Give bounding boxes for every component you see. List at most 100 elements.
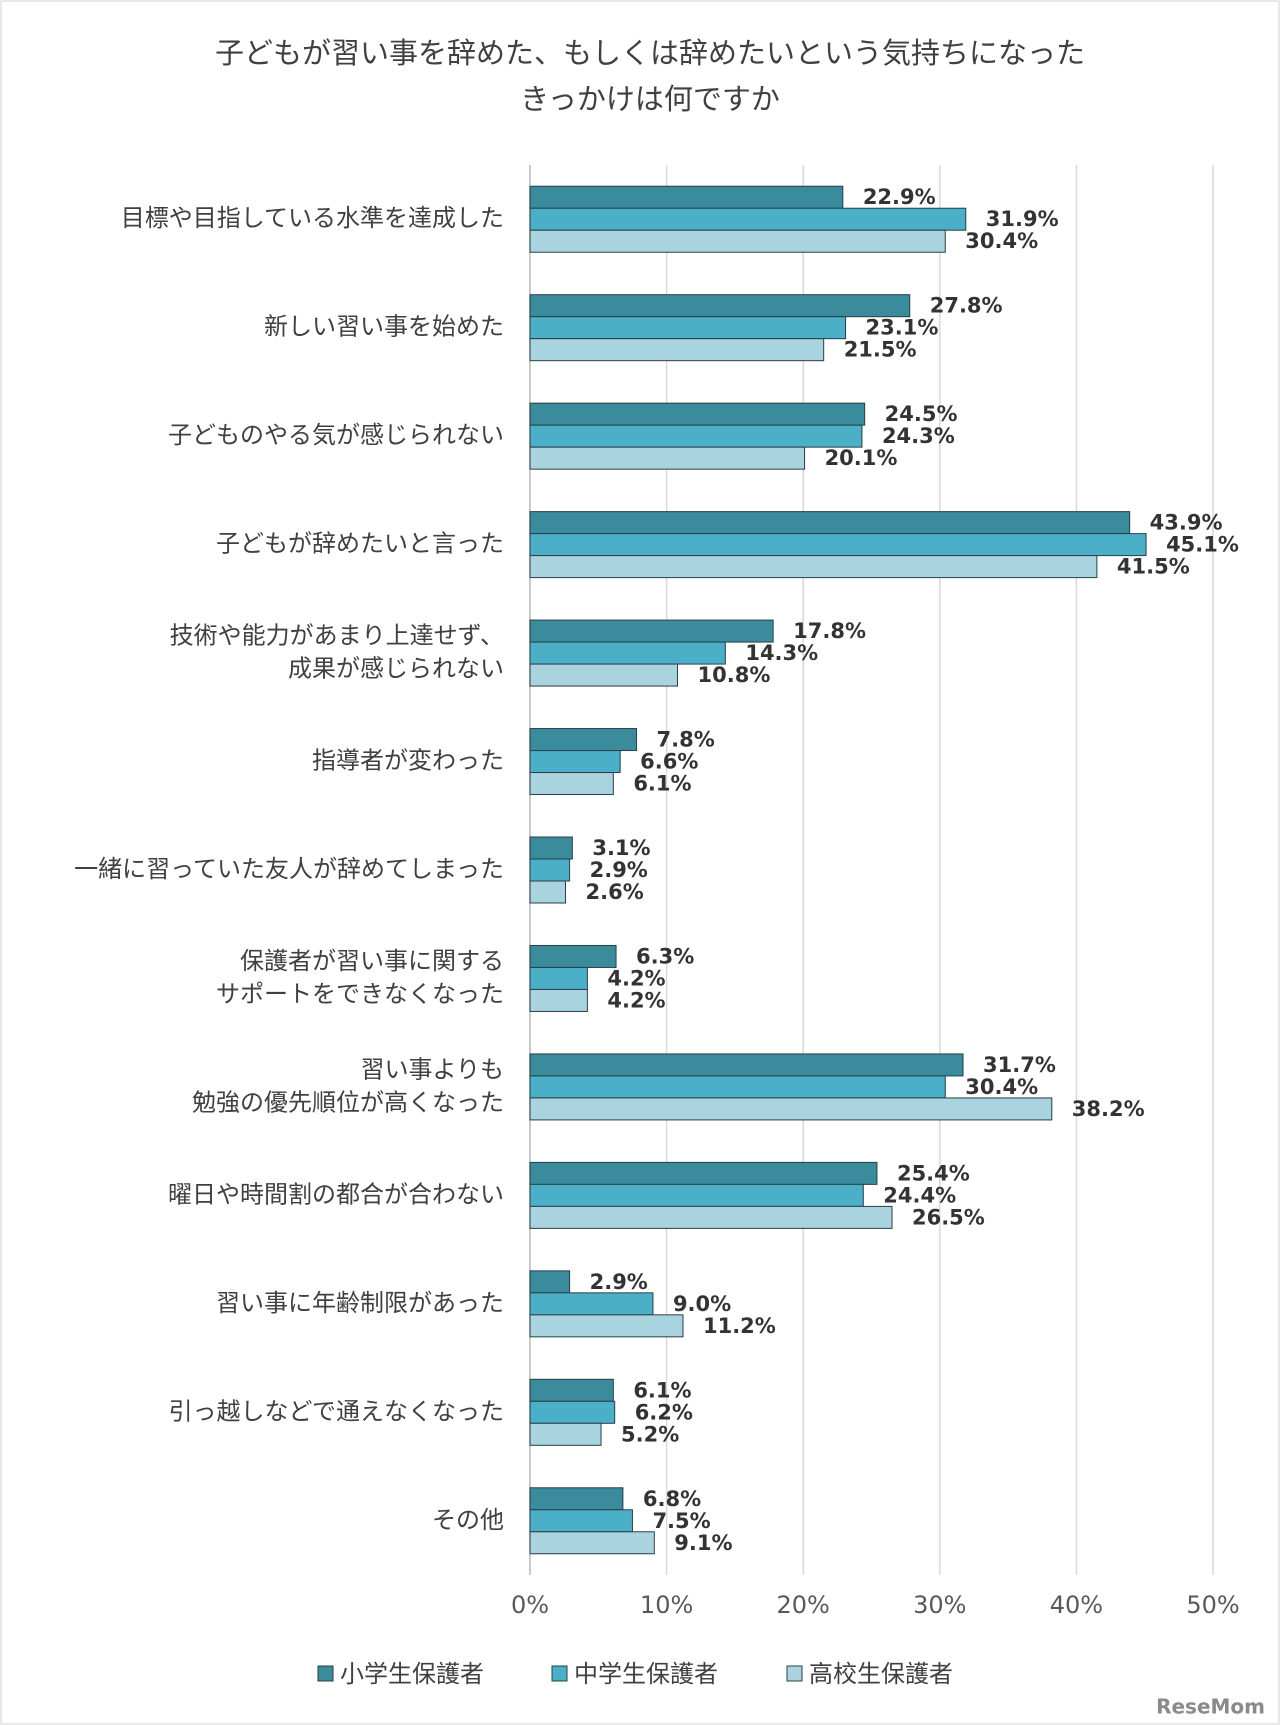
value-label: 5.2% [621,1422,679,1446]
bar [529,207,967,231]
value-label: 14.3% [745,641,818,665]
bar [529,294,911,318]
chart-title: きっかけは何ですか [520,82,780,116]
value-label: 3.1% [592,836,650,860]
bar [529,944,617,968]
bar [529,1292,654,1316]
bar [529,1161,878,1185]
legend-label: 中学生保護者 [574,1660,718,1688]
value-label: 30.4% [965,1075,1038,1099]
y-tick-label: サポートをできなくなった [216,980,504,1008]
value-label: 31.7% [983,1053,1056,1077]
value-label: 30.4% [965,229,1038,253]
x-tick-label: 0% [511,1591,549,1619]
bar [529,446,806,470]
x-tick-label: 20% [777,1591,830,1619]
bar [529,1400,616,1424]
x-tick-label: 30% [913,1591,966,1619]
value-label: 27.8% [930,294,1003,318]
bar [529,1314,684,1338]
y-tick-label: 引っ越しなどで通えなくなった [168,1397,504,1425]
bar [529,728,638,752]
bar [529,858,571,882]
value-label: 9.0% [673,1292,731,1316]
y-tick-label: 一緒に習っていた友人が辞めてしまった [74,855,504,883]
bar [529,555,1098,579]
bar [529,229,946,253]
y-tick-label: 子どもが辞めたいと言った [216,530,504,558]
bar [529,185,844,209]
bar [529,338,825,362]
value-label: 41.5% [1117,555,1190,579]
bar [529,880,567,904]
y-tick-label: 指導者が変わった [312,747,504,775]
y-tick-label: 保護者が習い事に関する [240,947,504,975]
value-label: 11.2% [703,1314,776,1338]
y-tick-label: 子どものやる気が感じられない [168,421,504,449]
x-tick-label: 10% [640,1591,693,1619]
value-label: 23.1% [866,316,939,340]
value-label: 38.2% [1072,1097,1145,1121]
bar [529,641,726,665]
bar [529,750,621,774]
value-label: 6.1% [633,772,691,796]
value-label: 24.3% [882,424,955,448]
value-label: 22.9% [863,185,936,209]
y-tick-label: 技術や能力があまり上達せず、 [170,622,504,650]
value-label: 9.1% [674,1531,732,1555]
legend-marker [786,1665,803,1682]
legend-marker [551,1665,568,1682]
watermark: ReseMom [1156,1695,1265,1719]
value-label: 17.8% [793,619,866,643]
value-label: 6.6% [640,750,698,774]
bar [529,1270,571,1294]
bar [529,1183,864,1207]
value-label: 20.1% [825,446,898,470]
value-label: 2.9% [590,1270,648,1294]
bar [529,966,588,990]
value-label: 6.3% [636,944,694,968]
value-label: 7.8% [657,728,715,752]
value-label: 2.6% [586,880,644,904]
bar [529,402,866,426]
value-label: 25.4% [897,1161,970,1185]
y-tick-label: 習い事よりも [360,1055,504,1083]
bar [529,424,863,448]
bar [529,511,1131,535]
chart-title: 子どもが習い事を辞めた、もしくは辞めたいという気持ちになった [215,36,1085,70]
y-tick-label: その他 [432,1506,504,1534]
value-label: 6.1% [633,1378,691,1402]
value-label: 21.5% [844,338,917,362]
value-label: 7.5% [652,1509,710,1533]
legend-marker [317,1665,334,1682]
bar [529,619,774,643]
y-tick-label: 曜日や時間割の都合が合わない [168,1180,504,1208]
value-label: 24.5% [885,402,958,426]
bar [529,1509,633,1533]
bar [529,1097,1053,1121]
value-label: 10.8% [698,663,771,687]
value-label: 26.5% [912,1205,985,1229]
legend-label: 高校生保護者 [809,1660,953,1688]
bar [529,836,573,860]
y-tick-label: 新しい習い事を始めた [264,313,504,341]
value-label: 43.9% [1150,511,1223,535]
bar [529,1531,655,1555]
bar [529,988,588,1012]
legend-label: 小学生保護者 [340,1660,484,1688]
y-tick-label: 目標や目指している水準を達成した [121,204,504,232]
value-label: 4.2% [607,988,665,1012]
y-tick-label: 勉強の優先順位が高くなった [192,1088,504,1116]
y-tick-label: 習い事に年齢制限があった [216,1289,504,1317]
bar [529,1487,624,1511]
bar [529,316,847,340]
value-label: 31.9% [986,207,1059,231]
x-tick-label: 40% [1050,1591,1103,1619]
bar [529,1205,893,1229]
bar [529,1378,614,1402]
bar [529,663,679,687]
bar [529,1075,946,1099]
bar [529,772,614,796]
